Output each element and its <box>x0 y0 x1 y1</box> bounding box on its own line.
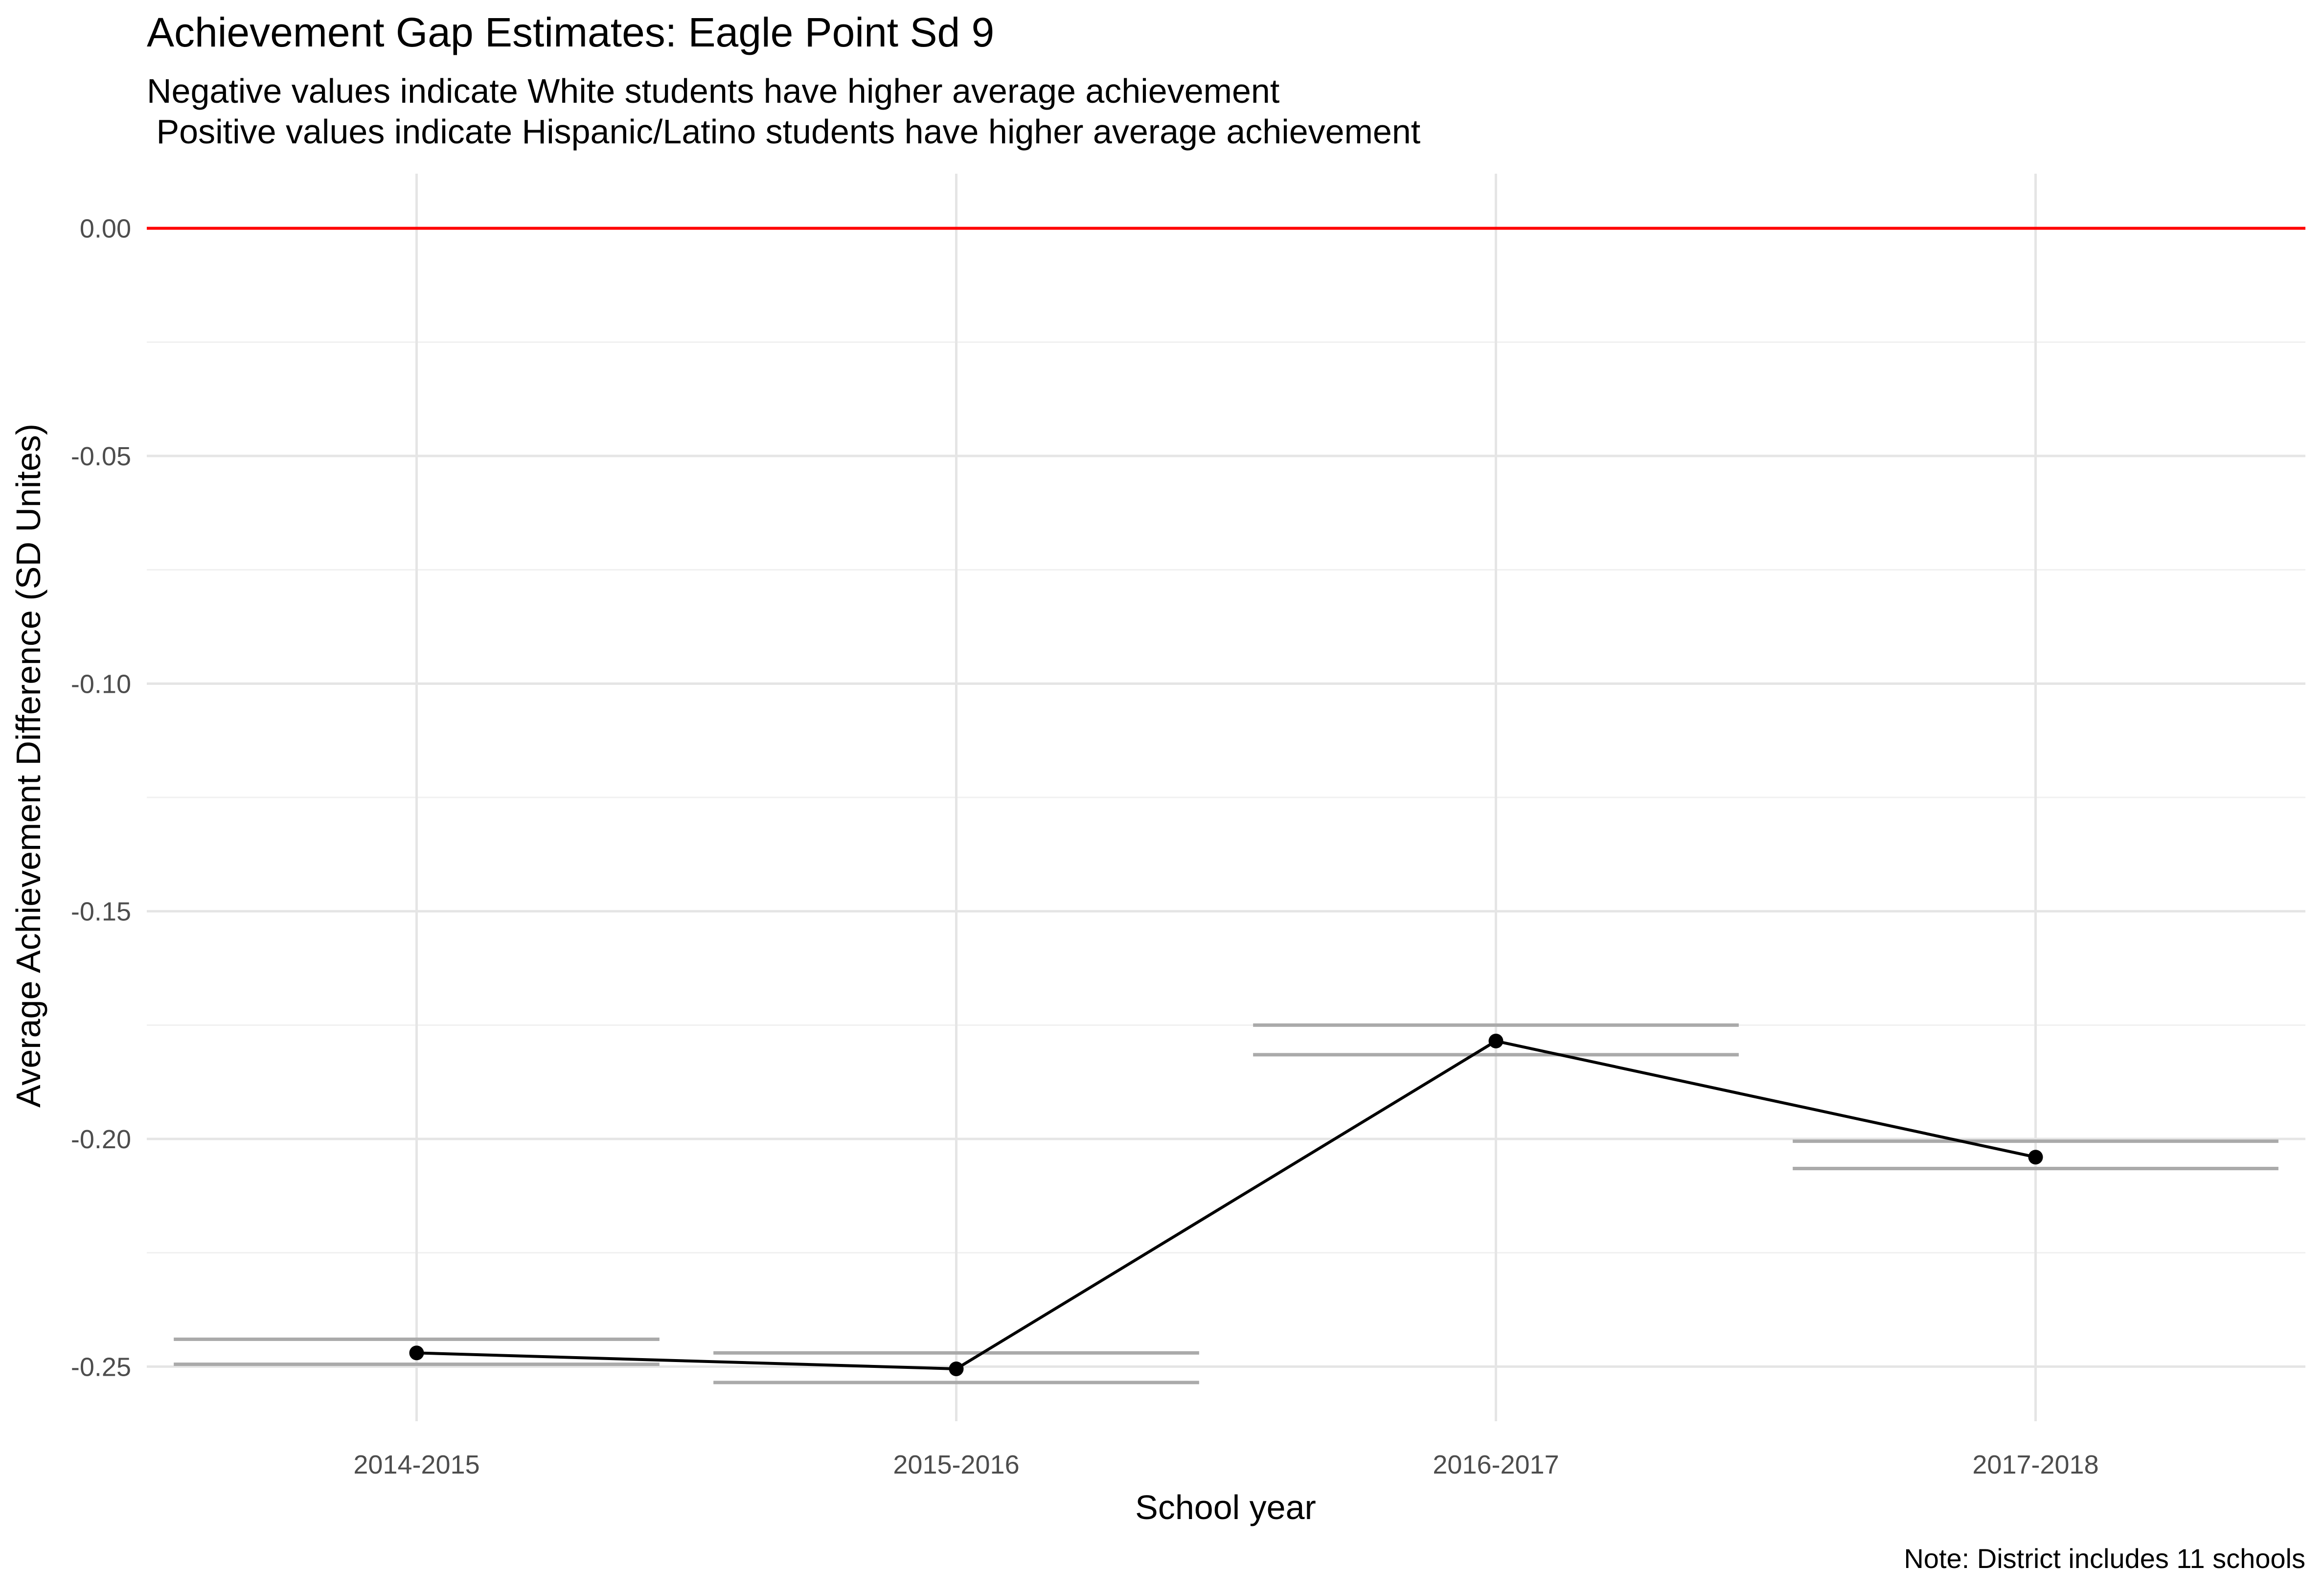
data-points <box>409 1033 2043 1376</box>
y-tick-label: -0.15 <box>71 897 131 927</box>
x-tick-label: 2015-2016 <box>893 1450 1019 1479</box>
y-tick-label: -0.10 <box>71 669 131 699</box>
series-line-layer <box>416 1039 2036 1370</box>
x-axis-tick-labels: 2014-2015 2015-2016 2016-2017 2017-2018 <box>353 1450 2098 1479</box>
chart-caption: Note: District includes 11 schools <box>1904 1543 2305 1574</box>
data-point <box>2028 1150 2043 1165</box>
x-tick-label: 2016-2017 <box>1433 1450 1559 1479</box>
error-bars <box>174 1023 2278 1385</box>
y-axis-title: Average Achievement Difference (SD Unite… <box>9 424 47 1108</box>
x-tick-label: 2014-2015 <box>353 1450 479 1479</box>
x-tick-label: 2017-2018 <box>1972 1450 2098 1479</box>
series-line <box>416 1039 2036 1370</box>
y-axis-tick-labels: 0.00 -0.05 -0.10 -0.15 -0.20 -0.25 <box>71 214 131 1382</box>
chart-subtitle-line-1: Negative values indicate White students … <box>147 72 1279 110</box>
x-axis-title: School year <box>1135 1488 1316 1526</box>
data-point <box>949 1361 964 1376</box>
chart-subtitle-line-2: Positive values indicate Hispanic/Latino… <box>147 113 1420 151</box>
y-tick-label: -0.05 <box>71 442 131 471</box>
chart-title: Achievement Gap Estimates: Eagle Point S… <box>147 9 994 55</box>
data-point <box>409 1345 424 1361</box>
data-point <box>1488 1033 1504 1048</box>
y-tick-label: 0.00 <box>80 214 131 244</box>
y-tick-label: -0.25 <box>71 1352 131 1382</box>
y-tick-label: -0.20 <box>71 1125 131 1154</box>
